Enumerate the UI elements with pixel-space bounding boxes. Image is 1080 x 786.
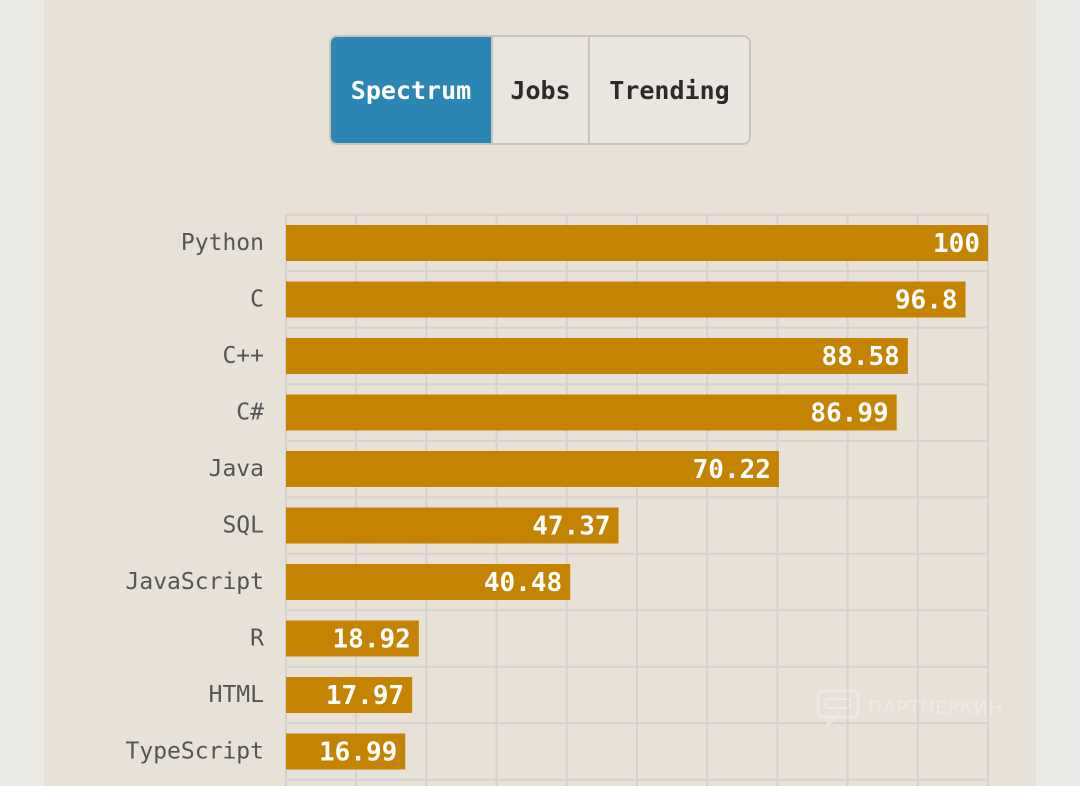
bar-csharp[interactable]	[286, 394, 897, 431]
category-label-html: HTML	[209, 682, 264, 708]
value-label-r: 18.92	[333, 625, 411, 655]
tab-jobs[interactable]: Jobs	[493, 37, 590, 143]
category-label-sql: SQL	[222, 513, 264, 539]
value-label-javascript: 40.48	[484, 568, 562, 598]
category-label-c: C	[250, 287, 264, 313]
bar-javascript[interactable]	[286, 564, 571, 600]
category-label-typescript: TypeScript	[126, 739, 264, 765]
bar-html[interactable]	[286, 677, 413, 713]
value-label-csharp: 86.99	[810, 399, 888, 429]
bar-typescript[interactable]	[286, 733, 406, 770]
watermark-text: ПАРТНЕРКИН	[868, 697, 1004, 719]
value-label-html: 17.97	[326, 681, 404, 711]
value-label-python: 100	[933, 229, 980, 259]
category-label-csharp: C#	[236, 400, 264, 426]
bar-c[interactable]	[286, 281, 966, 318]
category-label-r: R	[250, 626, 264, 652]
tab-trending[interactable]: Trending	[590, 37, 749, 143]
category-label-javascript: JavaScript	[126, 569, 264, 595]
tab-spectrum[interactable]: Spectrum	[331, 37, 493, 143]
category-label-java: Java	[209, 456, 264, 482]
bar-cpp[interactable]	[286, 338, 908, 374]
bar-sql[interactable]	[286, 507, 619, 544]
value-label-cpp: 88.58	[822, 342, 900, 372]
category-label-cpp: C++	[222, 343, 264, 369]
value-label-java: 70.22	[693, 455, 771, 485]
watermark: ПАРТНЕРКИН	[816, 688, 1003, 728]
watermark-logo-icon	[816, 689, 860, 728]
category-label-python: Python	[181, 230, 264, 256]
bar-python[interactable]	[286, 225, 988, 261]
value-label-sql: 47.37	[532, 512, 610, 542]
value-label-typescript: 16.99	[319, 738, 397, 768]
ranking-tabs: Spectrum Jobs Trending	[329, 35, 751, 145]
bar-r[interactable]	[286, 620, 419, 657]
bar-java[interactable]	[286, 451, 779, 487]
value-label-c: 96.8	[895, 286, 958, 316]
